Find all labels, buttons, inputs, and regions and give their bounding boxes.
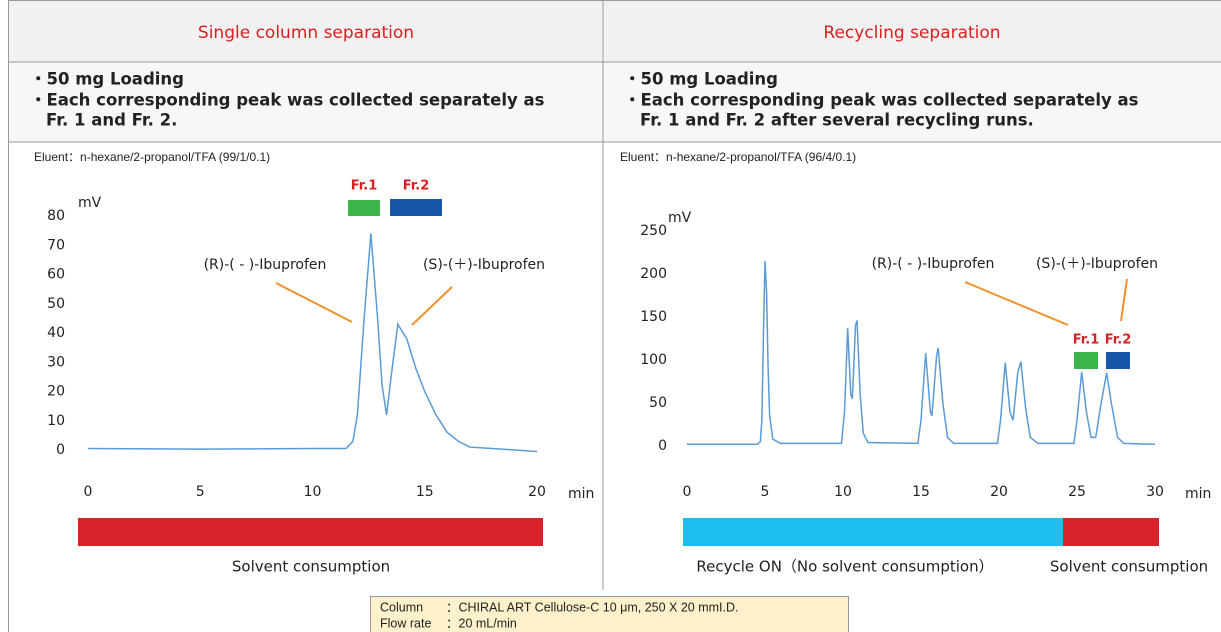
- x-tick-label: 25: [1068, 484, 1086, 500]
- note: ・50 mg Loading: [30, 70, 184, 89]
- x-tick-label: 10: [834, 484, 852, 500]
- fraction-label: Fr.2: [1105, 333, 1132, 348]
- panel-title: Single column separation: [198, 23, 414, 43]
- y-tick-label: 100: [640, 352, 667, 368]
- x-tick-label: 0: [84, 484, 93, 500]
- y-tick-label: 30: [47, 354, 65, 370]
- bar-label: Solvent consumption: [232, 558, 390, 576]
- consumption-bar: [1063, 518, 1159, 546]
- y-tick-label: 60: [47, 267, 65, 283]
- peak-label: (R)-( - )-Ibuprofen: [872, 256, 995, 272]
- peak-label: (S)-(＋)-Ibuprofen: [1036, 256, 1158, 272]
- y-tick-label: 10: [47, 413, 65, 429]
- chromatogram-line: [687, 261, 1156, 446]
- fraction-label: Fr.2: [403, 179, 430, 194]
- header-bg: [8, 0, 1221, 62]
- condition-key: Column: [380, 600, 423, 614]
- y-tick-label: 50: [47, 296, 65, 312]
- y-tick-label: 70: [47, 237, 65, 253]
- x-tick-label: 5: [196, 484, 205, 500]
- conditions-box: [370, 596, 849, 632]
- y-tick-label: 80: [47, 208, 65, 224]
- eluent: Eluent：n-hexane/2-propanol/TFA (99/1/0.1…: [34, 150, 270, 164]
- note: ・Each corresponding peak was collected s…: [624, 91, 1139, 110]
- peak-label: (S)-(＋)-Ibuprofen: [423, 257, 545, 273]
- note: Fr. 1 and Fr. 2 after several recycling …: [640, 111, 1034, 130]
- fraction-label: Fr.1: [1073, 333, 1100, 348]
- x-tick-label: 10: [304, 484, 322, 500]
- notes-bg: [8, 62, 1221, 142]
- x-axis-label: min: [568, 486, 594, 502]
- y-tick-label: 0: [658, 438, 667, 454]
- eluent: Eluent：n-hexane/2-propanol/TFA (96/4/0.1…: [620, 150, 856, 164]
- condition-value: ：CHIRAL ART Cellulose-C 10 μm, 250 X 20 …: [446, 600, 739, 614]
- y-tick-label: 200: [640, 266, 667, 282]
- condition-value: ：20 mL/min: [446, 616, 517, 630]
- note: ・50 mg Loading: [624, 70, 778, 89]
- x-tick-label: 20: [528, 484, 546, 500]
- y-tick-label: 50: [649, 395, 667, 411]
- peak-label: (R)-( - )-Ibuprofen: [204, 257, 327, 273]
- pointer: [1120, 278, 1128, 322]
- recycle-bar: [683, 518, 1063, 546]
- x-axis-label: min: [1185, 486, 1211, 502]
- x-tick-label: 15: [416, 484, 434, 500]
- condition-key: Flow rate: [380, 616, 431, 630]
- y-tick-label: 150: [640, 309, 667, 325]
- bar-label: Solvent consumption: [1050, 558, 1208, 576]
- panel-title: Recycling separation: [823, 23, 1000, 43]
- chromatogram-line: [87, 233, 538, 453]
- x-tick-label: 30: [1146, 484, 1164, 500]
- pointer: [964, 281, 1069, 326]
- y-tick-label: 250: [640, 223, 667, 239]
- y-axis-label: mV: [668, 210, 692, 226]
- x-tick-label: 0: [683, 484, 692, 500]
- consumption-bar: [78, 518, 543, 546]
- x-tick-label: 5: [761, 484, 770, 500]
- fraction-marker: [348, 200, 380, 216]
- pointer: [275, 282, 353, 323]
- y-tick-label: 20: [47, 384, 65, 400]
- fraction-marker: [1074, 352, 1098, 369]
- note: Fr. 1 and Fr. 2.: [46, 111, 177, 130]
- y-axis-label: mV: [78, 195, 102, 211]
- pointer: [411, 286, 453, 326]
- y-tick-label: 0: [56, 442, 65, 458]
- fraction-label: Fr.1: [351, 179, 378, 194]
- x-tick-label: 20: [990, 484, 1008, 500]
- y-tick-label: 40: [47, 325, 65, 341]
- fraction-marker: [390, 199, 442, 216]
- note: ・Each corresponding peak was collected s…: [30, 91, 545, 110]
- x-tick-label: 15: [912, 484, 930, 500]
- fraction-marker: [1106, 352, 1130, 369]
- bar-label: Recycle ON（No solvent consumption）: [696, 558, 993, 576]
